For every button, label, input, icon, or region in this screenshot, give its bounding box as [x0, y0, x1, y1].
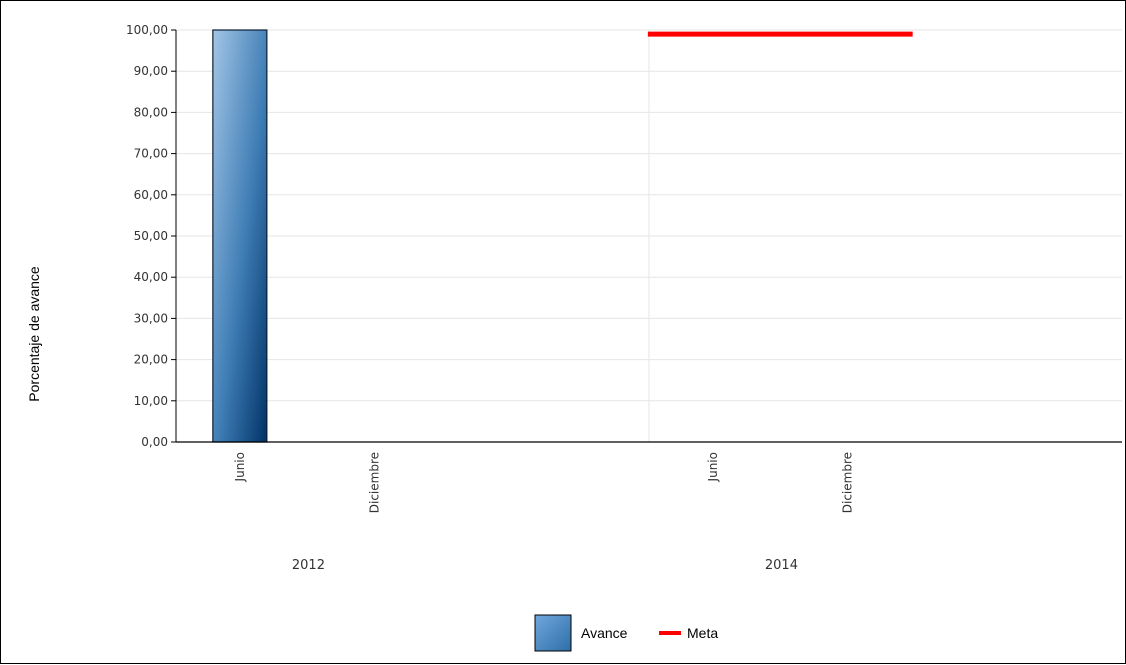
grid-lines [176, 29, 1122, 442]
x-axis-categories: Junio Diciembre Junio Diciembre [233, 452, 855, 513]
x-category-label: Junio [706, 452, 720, 482]
y-axis-label: Porcentaje de avance [26, 266, 42, 402]
axes [171, 29, 1122, 443]
y-tick-label: 60,00 [134, 188, 168, 202]
legend-meta-label: Meta [687, 625, 718, 641]
bar-avance [212, 29, 268, 443]
x-category-label: Junio [233, 452, 247, 482]
y-tick-label: 80,00 [134, 105, 168, 119]
legend: Avance Meta [534, 614, 718, 652]
x-category-label: Diciembre [368, 452, 382, 513]
y-tick-label: 0,00 [141, 435, 168, 449]
y-tick-label: 100,00 [126, 23, 168, 37]
y-tick-label: 90,00 [134, 64, 168, 78]
y-tick-label: 20,00 [134, 353, 168, 367]
x-group-label: 2012 [292, 558, 325, 573]
y-tick-label: 50,00 [134, 229, 168, 243]
legend-avance-label: Avance [581, 625, 628, 641]
y-tick-label: 30,00 [134, 311, 168, 325]
y-tick-label: 10,00 [134, 394, 168, 408]
y-tick-label: 70,00 [134, 147, 168, 161]
x-group-label: 2014 [765, 558, 798, 573]
y-tick-label: 40,00 [134, 270, 168, 284]
x-axis-groups: 2012 2014 [292, 558, 798, 573]
bar-series [212, 29, 268, 443]
x-category-label: Diciembre [841, 452, 855, 513]
y-axis-ticks: 0,00 10,00 20,00 30,00 40,00 50,00 60,00 70,00 8… [126, 23, 168, 449]
legend-avance-swatch [534, 614, 572, 652]
